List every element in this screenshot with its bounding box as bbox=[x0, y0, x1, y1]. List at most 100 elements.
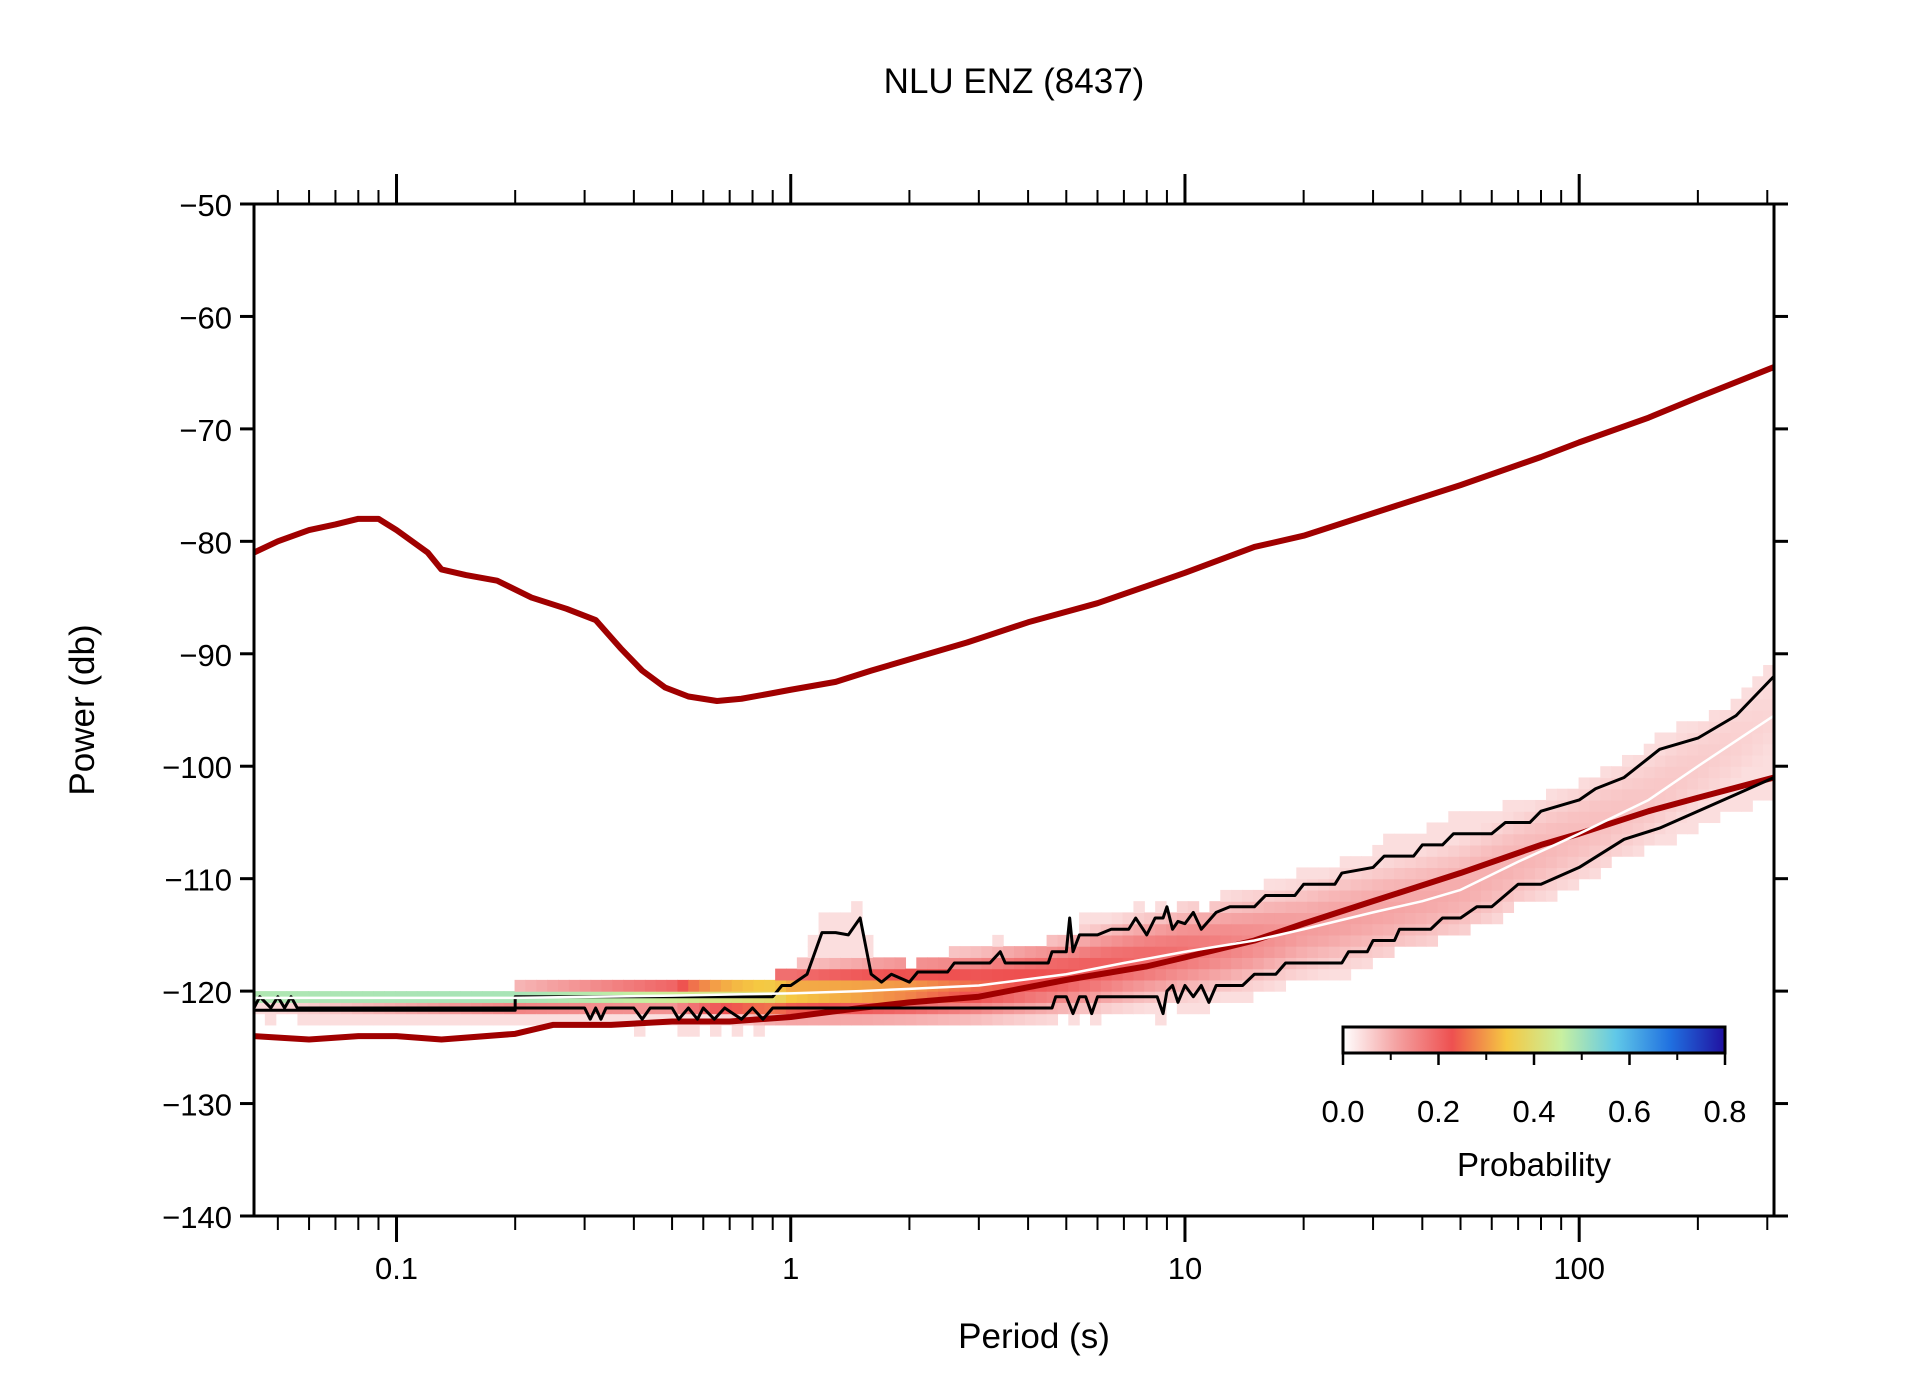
density-cell bbox=[905, 1013, 917, 1026]
density-cell bbox=[297, 1013, 309, 1026]
density-cell bbox=[1372, 946, 1384, 958]
density-cell bbox=[1578, 822, 1591, 835]
density-cell bbox=[1220, 957, 1232, 970]
density-cell bbox=[894, 1013, 907, 1026]
density-cell bbox=[1719, 732, 1732, 745]
x-tick-label: 10 bbox=[1168, 1251, 1202, 1286]
density-cell bbox=[547, 979, 559, 992]
density-cell bbox=[862, 991, 874, 1003]
density-cell bbox=[981, 1013, 993, 1026]
density-cell bbox=[1470, 878, 1482, 891]
density-cell bbox=[1133, 968, 1145, 981]
density-cell bbox=[1513, 867, 1525, 880]
density-cell bbox=[1763, 665, 1774, 677]
density-cell bbox=[1491, 901, 1504, 913]
density-cell bbox=[1285, 968, 1297, 981]
density-cell bbox=[1426, 822, 1439, 835]
density-cell bbox=[916, 979, 928, 992]
density-cell bbox=[1708, 710, 1721, 722]
density-cell bbox=[1480, 889, 1493, 902]
density-cell bbox=[1752, 754, 1764, 767]
density-cell bbox=[992, 1013, 1004, 1026]
density-cell bbox=[1057, 957, 1069, 970]
density-cell bbox=[514, 1013, 527, 1026]
density-cell bbox=[1513, 799, 1525, 812]
density-cell bbox=[699, 979, 711, 992]
density-cell bbox=[1263, 923, 1276, 936]
density-cell bbox=[807, 979, 820, 992]
density-cell bbox=[1166, 946, 1178, 958]
y-tick-label: −130 bbox=[162, 1088, 232, 1123]
density-cell bbox=[851, 912, 863, 925]
density-cell bbox=[1437, 867, 1449, 880]
density-cell bbox=[1556, 811, 1569, 824]
density-cell bbox=[710, 1002, 722, 1015]
density-cell bbox=[1524, 799, 1536, 812]
y-tick-label: −140 bbox=[162, 1200, 232, 1235]
density-cell bbox=[1589, 833, 1601, 846]
density-cell bbox=[1513, 811, 1525, 824]
density-cell bbox=[1719, 710, 1732, 722]
density-cell bbox=[753, 1002, 765, 1015]
density-cell bbox=[1187, 957, 1200, 970]
density-cell bbox=[1350, 934, 1363, 947]
density-cell bbox=[1404, 889, 1417, 902]
density-cell bbox=[1014, 968, 1026, 981]
density-cell bbox=[970, 968, 983, 981]
density-cell bbox=[1676, 799, 1688, 812]
density-cell bbox=[1643, 788, 1656, 801]
density-cell bbox=[1437, 844, 1449, 857]
density-cell bbox=[1578, 856, 1591, 869]
density-cell bbox=[927, 957, 939, 970]
density-cell bbox=[938, 979, 950, 992]
density-cell bbox=[438, 1013, 451, 1026]
density-cell bbox=[872, 957, 885, 970]
density-cell bbox=[1459, 912, 1471, 925]
colorbar-tick-label: 0.6 bbox=[1608, 1094, 1651, 1129]
density-cell bbox=[883, 957, 896, 970]
density-cell bbox=[536, 979, 548, 992]
density-cell bbox=[1535, 867, 1547, 880]
density-cell bbox=[818, 912, 831, 925]
density-cell bbox=[1068, 1013, 1080, 1026]
density-cell bbox=[1003, 1013, 1015, 1026]
density-cell bbox=[623, 1013, 635, 1026]
density-cell bbox=[1535, 833, 1547, 846]
density-cell bbox=[1752, 766, 1764, 779]
density-cell bbox=[1176, 991, 1189, 1003]
density-cell bbox=[796, 1013, 809, 1026]
density-cell bbox=[1459, 822, 1471, 835]
y-tick-label: −80 bbox=[179, 525, 232, 560]
density-cell bbox=[612, 1013, 624, 1026]
density-cell bbox=[1730, 732, 1743, 745]
density-cell bbox=[1676, 754, 1688, 767]
density-cell bbox=[851, 923, 863, 936]
density-cell bbox=[1133, 923, 1145, 936]
density-cell bbox=[1589, 867, 1601, 880]
density-cell bbox=[1698, 811, 1710, 824]
density-cell bbox=[1708, 811, 1721, 824]
density-cell bbox=[1285, 934, 1297, 947]
density-cell bbox=[1252, 923, 1265, 936]
density-cell bbox=[1285, 901, 1297, 913]
density-cell bbox=[1166, 968, 1178, 981]
density-cell bbox=[1296, 867, 1308, 880]
density-cell bbox=[1361, 923, 1373, 936]
density-cell bbox=[503, 1013, 516, 1026]
density-cell bbox=[916, 991, 928, 1003]
density-cell bbox=[1361, 957, 1373, 970]
density-cell bbox=[905, 979, 917, 992]
density-cell bbox=[1654, 811, 1667, 824]
density-cell bbox=[1263, 979, 1276, 992]
density-cell bbox=[862, 968, 874, 981]
density-cell bbox=[1372, 923, 1384, 936]
density-cell bbox=[1502, 822, 1515, 835]
density-cell bbox=[992, 934, 1004, 947]
density-cell bbox=[1719, 766, 1732, 779]
density-cell bbox=[1035, 946, 1048, 958]
density-cell bbox=[1611, 833, 1623, 846]
density-cell bbox=[1307, 889, 1319, 902]
y-tick-label: −120 bbox=[162, 975, 232, 1010]
density-cell bbox=[1263, 878, 1276, 891]
density-cell bbox=[992, 957, 1004, 970]
